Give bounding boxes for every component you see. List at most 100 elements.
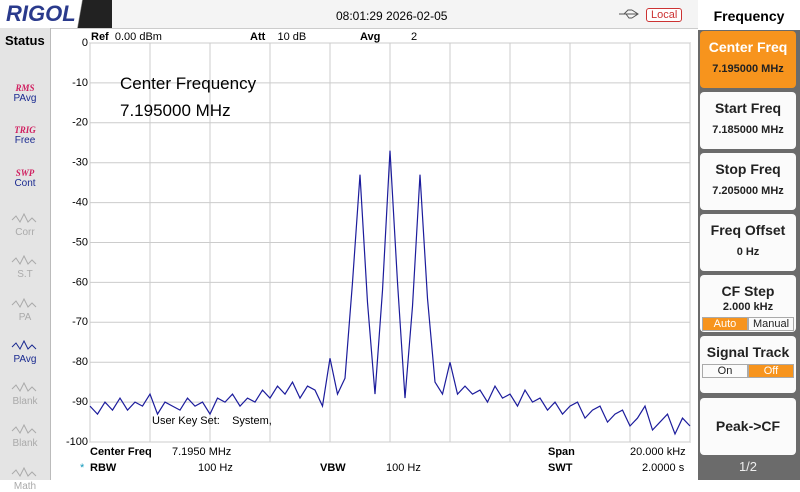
- y-tick-label: -60: [72, 276, 88, 288]
- status-item: Math: [0, 464, 50, 492]
- datetime: 08:01:29 2026-02-05: [336, 9, 448, 23]
- status-value: PA: [18, 311, 32, 323]
- label: SWT: [548, 462, 573, 474]
- label: Span: [548, 446, 575, 458]
- icon-wave: [11, 255, 37, 266]
- option[interactable]: Off: [748, 364, 794, 378]
- value: 100 Hz: [198, 462, 233, 474]
- option[interactable]: Manual: [748, 317, 794, 331]
- value: 0.00 dBm: [114, 31, 162, 43]
- button-label: Peak->CF: [715, 418, 781, 434]
- label: RBW: [90, 462, 117, 474]
- label: User Key Set:: [152, 415, 220, 427]
- button-value: 7.205000 MHz: [712, 185, 784, 197]
- label: Avg: [360, 31, 381, 43]
- menu-button[interactable]: CF Step 2.000 kHz Auto Manual: [700, 275, 796, 332]
- button-value: 2.000 kHz: [722, 301, 774, 313]
- status-item: Corr: [0, 210, 50, 238]
- y-tick-label: -50: [72, 236, 88, 248]
- option[interactable]: Auto: [702, 317, 748, 331]
- status-code: SWP: [15, 167, 35, 178]
- status-icon: [11, 255, 37, 266]
- status-item: PAvg: [0, 337, 50, 365]
- menu-title: Frequency: [698, 0, 800, 30]
- icon-wave: [11, 424, 37, 435]
- status-value: Free: [14, 135, 36, 147]
- status-value: Corr: [15, 226, 35, 238]
- status-icon: [11, 466, 37, 477]
- status-icon: [11, 297, 37, 308]
- y-tick-label: 0: [82, 37, 88, 49]
- value: System,: [232, 415, 272, 427]
- label: VBW: [320, 462, 346, 474]
- button-label: CF Step: [721, 283, 775, 299]
- y-tick-label: -90: [72, 396, 88, 408]
- menu-button[interactable]: Freq Offset 0 Hz: [700, 214, 796, 271]
- button-label: Stop Freq: [715, 161, 781, 177]
- status-item: TRIG Free: [0, 125, 50, 146]
- button-value: 0 Hz: [736, 246, 760, 258]
- label: Center Freq: [90, 446, 152, 458]
- logo: RIGOL: [0, 0, 112, 28]
- status-value: Blank: [12, 438, 38, 450]
- annotation: 7.195000 MHz: [120, 101, 231, 120]
- status-value: Blank: [12, 396, 38, 408]
- y-tick-label: -100: [66, 436, 88, 448]
- y-tick-label: -10: [72, 77, 88, 89]
- status-item: Blank: [0, 379, 50, 407]
- status-item: RMS PAvg: [0, 83, 50, 104]
- icon-wave: [11, 212, 37, 223]
- button-label: Center Freq: [708, 39, 788, 55]
- status-code: TRIG: [14, 125, 36, 136]
- y-tick-label: -80: [72, 356, 88, 368]
- value: 10 dB: [277, 31, 307, 43]
- menu-button[interactable]: Center Freq 7.195000 MHz: [700, 31, 796, 88]
- button-value: 7.185000 MHz: [712, 124, 784, 136]
- menu-button[interactable]: Stop Freq 7.205000 MHz: [700, 153, 796, 210]
- status-icon: [11, 212, 37, 223]
- menu-button[interactable]: Signal Track On Off: [700, 336, 796, 393]
- att: Att 10 dB: [250, 31, 306, 43]
- icon-wave: [11, 297, 37, 308]
- status-code: RMS: [15, 83, 35, 93]
- menu-panel: Frequency Center Freq 7.195000 MHz Start F…: [698, 0, 800, 480]
- label: Ref: [91, 31, 109, 43]
- marker: *: [80, 462, 85, 474]
- page-indicator: 1/2: [738, 459, 758, 474]
- value: 100 Hz: [386, 462, 421, 474]
- button-label: Freq Offset: [710, 222, 786, 238]
- menu-button[interactable]: Start Freq 7.185000 MHz: [700, 92, 796, 149]
- value: 2.0000 s: [642, 462, 685, 474]
- y-tick-label: -30: [72, 157, 88, 169]
- status-item: S.T: [0, 252, 50, 280]
- status-value: Cont: [14, 177, 36, 189]
- status-value: PAvg: [13, 93, 37, 104]
- value: 20.000 kHz: [630, 446, 686, 458]
- y-tick-label: -70: [72, 316, 88, 328]
- icon-wave: [11, 466, 37, 477]
- status-item: SWP Cont: [0, 168, 50, 189]
- status-icon: [11, 339, 37, 350]
- icon-wave: [11, 339, 37, 350]
- mode-badge: Local: [646, 8, 683, 22]
- user-key: User Key Set: System,: [152, 415, 272, 427]
- icon-wave: [11, 381, 37, 393]
- label: Att: [250, 31, 266, 43]
- status-item: PA: [0, 295, 50, 323]
- usb-icon: [619, 9, 639, 19]
- trace: [89, 150, 691, 436]
- status-item: Blank: [0, 421, 50, 449]
- status-value: S.T: [17, 269, 33, 281]
- status-icon: [11, 424, 37, 435]
- status-panel: Status RMS PAvg TRIG Free SWP Cont Corr S.T PA PA…: [0, 28, 51, 492]
- option[interactable]: On: [702, 364, 748, 378]
- y-tick-label: -40: [72, 197, 88, 209]
- menu-button[interactable]: Peak->CF: [700, 398, 796, 455]
- top-bar: RIGOL 08:01:29 2026-02-05 Local: [0, 0, 698, 29]
- button-label: Start Freq: [714, 100, 782, 116]
- value: 7.1950 MHz: [172, 446, 232, 458]
- button-label: Signal Track: [706, 344, 790, 360]
- annotation: Center Frequency: [120, 74, 257, 93]
- status-icon: [11, 381, 37, 393]
